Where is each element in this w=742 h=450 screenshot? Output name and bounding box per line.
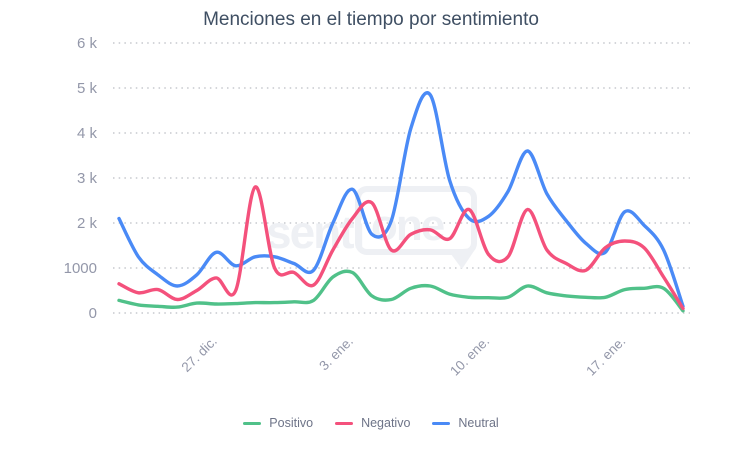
svg-text:2 k: 2 k [77, 215, 98, 232]
legend-label-positivo: Positivo [269, 416, 314, 430]
svg-text:5 k: 5 k [77, 80, 98, 97]
svg-text:one: one [371, 201, 444, 250]
series-line-positivo[interactable] [117, 269, 685, 313]
legend-label-neutral: Neutral [458, 416, 499, 430]
y-axis-tick-labels: 0 1000 2 k 3 k 4 k 5 k 6 k [64, 35, 98, 322]
svg-text:0: 0 [89, 305, 97, 322]
chart-title: Menciones en el tiempo por sentimiento [203, 9, 539, 30]
series-line-negativo[interactable] [117, 185, 685, 311]
svg-text:senti: senti [266, 206, 363, 258]
positivo-line-swatch [243, 421, 262, 425]
svg-text:17. ene.: 17. ene. [583, 334, 628, 379]
series-lines[interactable] [117, 91, 685, 313]
legend-label-negativo: Negativo [361, 416, 411, 430]
neutral-line-swatch [432, 421, 451, 425]
legend-item-neutral[interactable]: Neutral [432, 416, 499, 430]
svg-text:27. dic.: 27. dic. [179, 334, 220, 375]
negativo-line-swatch [335, 421, 354, 425]
legend-item-positivo[interactable]: Positivo [243, 416, 313, 430]
x-axis-tick-labels: 27. dic. 3. ene. 10. ene. 17. ene. [179, 334, 629, 379]
svg-text:10. ene.: 10. ene. [447, 334, 492, 379]
svg-text:6 k: 6 k [77, 35, 98, 52]
svg-text:3. ene.: 3. ene. [316, 334, 356, 374]
chart-legend: Positivo Negativo Neutral [0, 416, 742, 430]
svg-text:3 k: 3 k [77, 170, 98, 187]
series-line-neutral[interactable] [117, 91, 685, 308]
svg-text:4 k: 4 k [77, 125, 98, 142]
legend-item-negativo[interactable]: Negativo [335, 416, 410, 430]
svg-text:1000: 1000 [64, 260, 97, 277]
